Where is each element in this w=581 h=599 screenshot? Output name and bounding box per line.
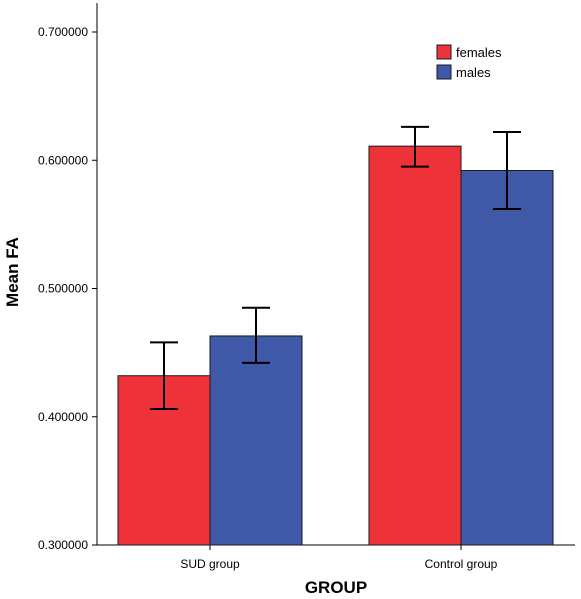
bars: [117, 145, 554, 546]
y-tick-label: 0.300000: [38, 538, 88, 552]
legend: females males: [436, 44, 502, 80]
legend-swatch-females: [436, 44, 452, 60]
y-axis-title: Mean FA: [3, 237, 22, 307]
error-bars: [150, 125, 521, 411]
x-axis: SUD group Control group: [180, 545, 498, 571]
x-axis-title: GROUP: [305, 578, 367, 597]
x-tick-label: Control group: [425, 557, 498, 571]
bar-females-1: [368, 145, 462, 546]
y-axis: 0.300000 0.400000 0.500000 0.600000 0.700000: [38, 25, 97, 552]
y-tick-label: 0.500000: [38, 282, 88, 296]
y-tick-label: 0.400000: [38, 410, 88, 424]
x-tick-label: SUD group: [180, 557, 240, 571]
legend-label-females: females: [456, 45, 502, 60]
bar-males-1: [460, 170, 554, 546]
y-tick-label: 0.700000: [38, 25, 88, 39]
legend-swatch-males: [436, 64, 452, 80]
legend-label-males: males: [456, 65, 491, 80]
bar-males-0: [209, 335, 303, 546]
y-tick-label: 0.600000: [38, 153, 88, 167]
